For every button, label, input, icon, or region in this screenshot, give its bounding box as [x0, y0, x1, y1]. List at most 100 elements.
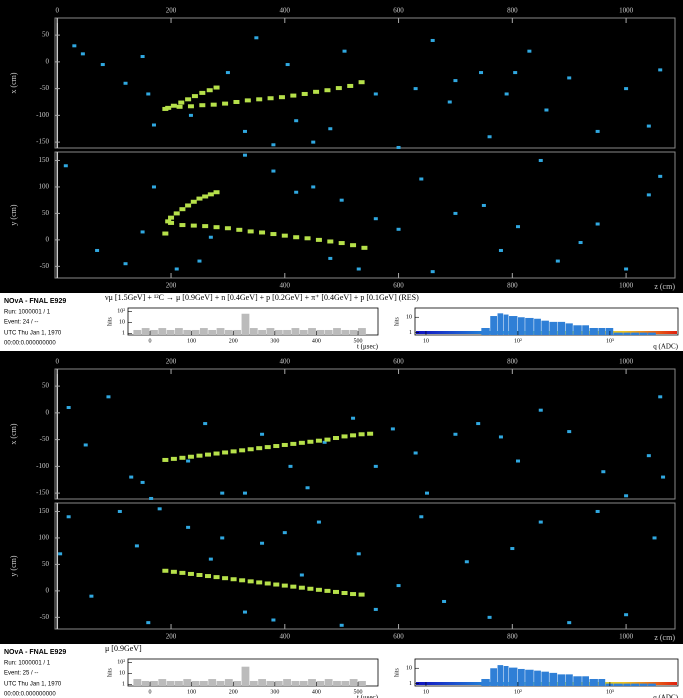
hit [359, 593, 365, 597]
hit [243, 130, 247, 133]
x-tick-label: 10³ [606, 689, 614, 695]
hit [149, 497, 153, 500]
histogram-bar [541, 321, 549, 335]
hit [374, 217, 378, 220]
histogram-bar [183, 679, 191, 686]
histogram-bar [549, 673, 557, 686]
y-axis-title: hits [107, 317, 113, 326]
hit [177, 105, 183, 109]
histogram-bar [291, 681, 299, 686]
histogram-bar [133, 679, 141, 686]
hit [567, 76, 571, 79]
event-info: NOvA - FNAL E929 [4, 298, 66, 305]
hit [225, 226, 231, 230]
y-tick-label: 100 [39, 183, 50, 191]
hit [658, 175, 662, 178]
y-axis-title: hits [394, 317, 400, 326]
histogram-bar [509, 668, 517, 686]
hit [196, 573, 202, 577]
hit [336, 86, 342, 90]
hit [339, 241, 345, 245]
hit [188, 104, 194, 108]
hit [162, 232, 168, 236]
hit [174, 211, 180, 215]
hit [220, 492, 224, 495]
hit [340, 624, 344, 627]
x-tick-label: 800 [507, 358, 518, 366]
histogram-bar [167, 681, 175, 686]
histogram-bar [534, 671, 541, 686]
event-info: UTC Thu Jan 1, 1970 [4, 682, 62, 688]
hit [271, 143, 275, 146]
hit [328, 257, 332, 260]
y-axis-title: x (cm) [9, 72, 18, 93]
x-tick-label: 100 [187, 689, 196, 695]
hit [207, 88, 213, 92]
y-axis-title: hits [394, 668, 400, 677]
hit [205, 574, 211, 578]
x-tick-label: 10³ [606, 338, 614, 344]
hit [191, 224, 197, 228]
hit [305, 236, 311, 240]
event-display: 500-50-100-15002004006008001000x (cm)150… [0, 0, 683, 698]
x-axis-title: q (ADC) [653, 343, 678, 351]
histogram-bar [175, 328, 183, 335]
hit [175, 268, 179, 271]
hit [236, 228, 242, 232]
y-tick-label: 0 [46, 57, 50, 65]
hit [448, 100, 452, 103]
y-tick-label: 1 [409, 681, 412, 687]
hit [374, 92, 378, 95]
histogram-bar [142, 328, 150, 335]
y-tick-label: -150 [36, 138, 49, 146]
x-tick-label: 400 [280, 7, 291, 15]
hit [307, 587, 313, 591]
y-tick-label: 100 [39, 534, 50, 542]
hit [152, 123, 156, 126]
x-tick-label: 10 [423, 338, 429, 344]
hit [453, 212, 457, 215]
histogram-bar [325, 679, 333, 686]
histogram-bar [291, 328, 299, 335]
hit [350, 433, 356, 437]
x-tick-label: 400 [280, 282, 291, 290]
x-tick-label: 200 [229, 338, 238, 344]
hit [397, 228, 401, 231]
histogram-bar [541, 672, 549, 686]
hit [397, 584, 401, 587]
hit [279, 95, 285, 99]
hit [231, 577, 237, 581]
hit [129, 476, 133, 479]
interaction-text: μ [0.9GeV] [105, 644, 142, 653]
hit [661, 476, 665, 479]
histogram-bar [192, 681, 200, 686]
hit [419, 178, 423, 181]
y-tick-label: 1 [122, 331, 125, 337]
hit [214, 190, 220, 194]
x-tick-label: 400 [312, 338, 321, 344]
hit [327, 239, 333, 243]
histogram-bar [200, 681, 208, 686]
histogram-bar [316, 330, 324, 335]
y-axis-title: y (cm) [9, 204, 18, 225]
histogram-bar [208, 679, 216, 686]
x-tick-label: 10² [514, 689, 522, 695]
histogram-bar [525, 670, 533, 686]
histogram-bar [158, 328, 166, 335]
y-axis-title: x (cm) [9, 423, 18, 444]
histogram-bar [504, 315, 509, 335]
hit [414, 87, 418, 90]
hit [351, 417, 355, 420]
x-tick-label: 400 [312, 689, 321, 695]
event2-background [0, 351, 683, 644]
hit [178, 101, 184, 105]
histogram-bar [242, 667, 250, 686]
histogram-bar [573, 676, 581, 686]
hit [647, 125, 651, 128]
hit [567, 430, 571, 433]
y-tick-label: 10 [406, 315, 412, 321]
hit [513, 71, 517, 74]
histogram-bar [590, 679, 598, 686]
x-axis-title: t (μsec) [357, 694, 379, 698]
hit [124, 82, 128, 85]
